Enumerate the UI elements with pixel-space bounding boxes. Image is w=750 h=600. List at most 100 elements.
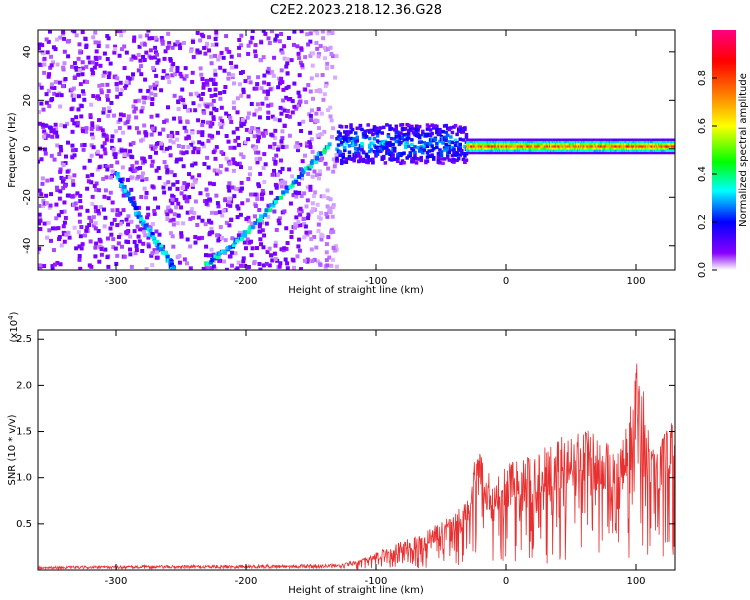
heatmap-cell (49, 177, 54, 182)
heatmap-cell (196, 130, 201, 135)
heatmap-cell (49, 63, 54, 68)
heatmap-cell (159, 244, 164, 249)
heatmap-cell (153, 45, 158, 50)
heatmap-cell (126, 222, 131, 227)
heatmap-cell (258, 171, 263, 176)
heatmap-cell (335, 159, 339, 163)
heatmap-cell (65, 121, 70, 126)
heatmap-cell (188, 244, 193, 249)
heatmap-cell (159, 146, 164, 151)
heatmap-cell (58, 262, 63, 267)
heatmap-cell (304, 100, 309, 105)
snr-x-label: Height of straight line (km) (288, 585, 424, 596)
heatmap-cell (189, 49, 194, 54)
heatmap-cell (302, 258, 307, 263)
heatmap-cell (300, 176, 305, 181)
heatmap-cell (228, 203, 233, 208)
heatmap-cell (219, 150, 224, 155)
heatmap-cell (271, 203, 276, 208)
heatmap-cell (104, 137, 109, 142)
heatmap-cell (333, 248, 338, 253)
heatmap-cell (129, 264, 134, 269)
heatmap-cell (200, 218, 205, 223)
heatmap-cell (152, 208, 157, 213)
heatmap-cell (80, 126, 85, 131)
heatmap-cell (131, 54, 136, 59)
heatmap-cell (136, 68, 141, 73)
heatmap-cell (124, 80, 129, 85)
heatmap-cell (97, 118, 102, 123)
heatmap-cell (458, 125, 462, 129)
heatmap-cell (308, 39, 313, 44)
heatmap-cell (207, 232, 212, 237)
heatmap-cell (261, 55, 266, 60)
heatmap-cell (272, 168, 277, 173)
heatmap-cell (56, 226, 61, 231)
heatmap-cell (173, 42, 178, 47)
heatmap-cell (312, 257, 317, 262)
heatmap-cell (129, 57, 134, 62)
heatmap-cell (233, 138, 238, 143)
heatmap-cell (375, 134, 380, 138)
heatmap-cell (247, 172, 252, 177)
heatmap-cell (199, 97, 204, 102)
heatmap-cell (91, 215, 96, 220)
heatmap-cell (57, 152, 62, 157)
heatmap-cell (455, 153, 459, 157)
heatmap-cell (131, 141, 136, 146)
heatmap-cell (229, 217, 234, 222)
heatmap-cell (46, 220, 51, 225)
heatmap-cell (284, 144, 289, 149)
heatmap-cell (279, 48, 284, 53)
heatmap-cell (118, 178, 123, 183)
heatmap-cell (197, 173, 202, 178)
heatmap-cell (130, 168, 135, 173)
heatmap-cell (150, 184, 155, 189)
heatmap-cell (72, 61, 77, 66)
heatmap-cell (110, 208, 115, 213)
heatmap-cell (42, 264, 47, 269)
heatmap-cell (78, 82, 83, 87)
heatmap-cell (282, 246, 287, 251)
heatmap-cell (155, 113, 160, 118)
heatmap-cell (338, 132, 342, 136)
heatmap-cell (51, 60, 56, 65)
heatmap-cell (311, 207, 316, 212)
heatmap-cell (239, 180, 244, 185)
heatmap-cell (431, 146, 436, 151)
heatmap-cell (458, 142, 462, 147)
heatmap-cell (132, 38, 137, 43)
heatmap-cell (425, 144, 430, 148)
heatmap-cell (146, 89, 151, 94)
heatmap-cell (74, 65, 79, 70)
heatmap-cell (62, 49, 67, 54)
heatmap-cell (73, 201, 78, 206)
heatmap-cell (81, 147, 86, 152)
heatmap-cell (154, 229, 159, 234)
heatmap-cell (156, 166, 161, 171)
heatmap-cell (255, 246, 260, 251)
heatmap-cell (102, 70, 107, 75)
heatmap-cell (137, 212, 142, 217)
heatmap-cell (243, 264, 248, 269)
heatmap-cell (149, 55, 154, 60)
heatmap-cell (246, 137, 251, 142)
heatmap-cell (52, 91, 57, 96)
heatmap-cell (103, 247, 108, 252)
heatmap-cell (228, 115, 233, 120)
heatmap-cell (114, 129, 119, 134)
heatmap-cell (341, 160, 345, 164)
heatmap-cell (205, 155, 210, 160)
heatmap-cell (334, 264, 339, 269)
heatmap-cell (81, 91, 86, 96)
heatmap-cell (314, 88, 319, 93)
heatmap-cell (372, 137, 377, 141)
heatmap-cell (167, 186, 172, 191)
heatmap-cell (176, 143, 181, 148)
heatmap-cell (316, 222, 321, 227)
heatmap-cell (280, 136, 285, 141)
heatmap-cell (298, 206, 303, 211)
heatmap-cell (352, 137, 356, 141)
heatmap-cell (113, 154, 118, 159)
